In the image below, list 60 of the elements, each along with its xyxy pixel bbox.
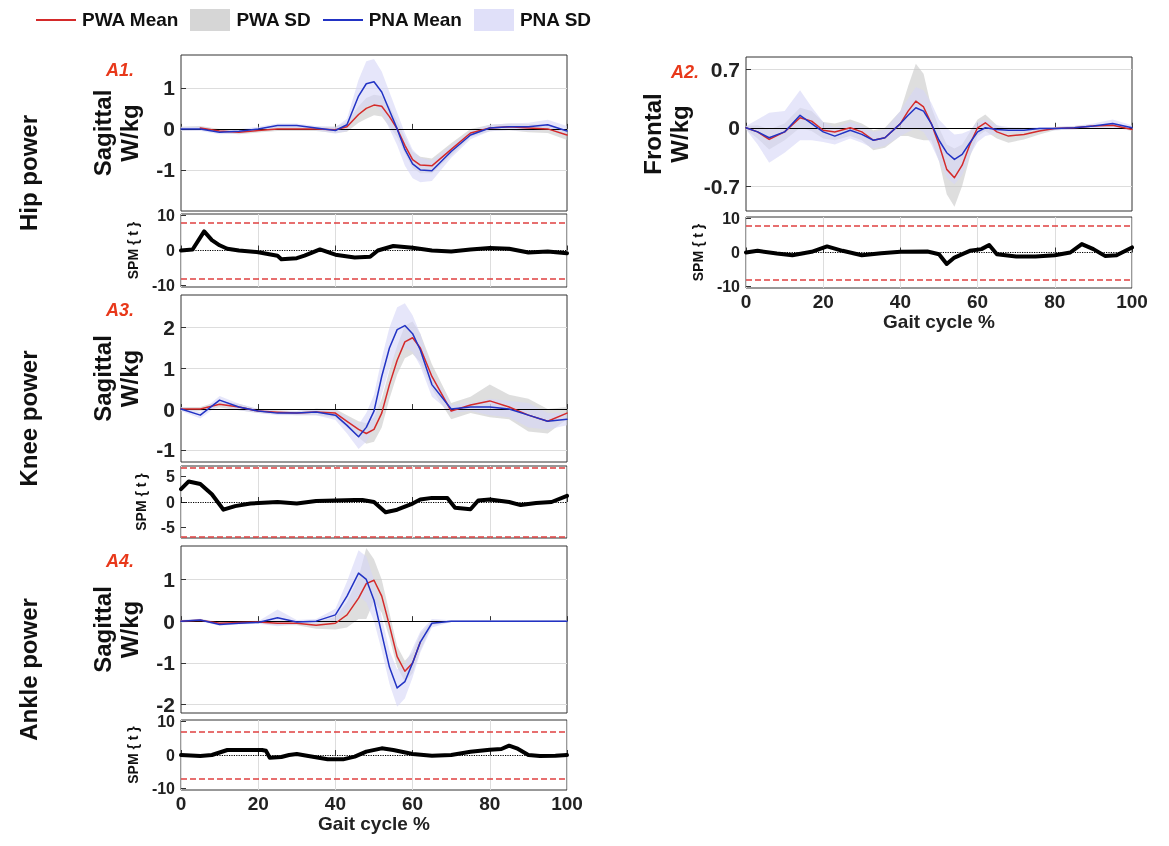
- y-tick-label: -1: [156, 158, 176, 182]
- line-series: [179, 479, 569, 515]
- y-axis-title: SPM { t }: [124, 725, 141, 784]
- y-tick-label: 0: [163, 117, 175, 141]
- y-tick-label: -1: [156, 438, 176, 462]
- line-series: [180, 572, 568, 689]
- y-tick-label: 5: [166, 467, 176, 485]
- y-tick-label: 10: [722, 210, 741, 228]
- y-axis-title: SPM { t }: [133, 472, 149, 531]
- x-tick-label: 80: [479, 793, 501, 814]
- y-axis-title: SPM { t }: [689, 223, 706, 282]
- text: PWA SD: [236, 9, 311, 31]
- x-tick-label: 20: [247, 793, 269, 814]
- x-tick-label: 40: [324, 793, 346, 814]
- y-tick-label: 1: [163, 76, 176, 100]
- x-tick-label: 60: [967, 291, 989, 312]
- text: Knee power: [14, 350, 42, 487]
- x-tick-label: 100: [1116, 291, 1148, 312]
- x-tick-label: 20: [812, 291, 834, 312]
- text: PNA SD: [519, 9, 592, 31]
- line-series: [745, 107, 1133, 161]
- y-tick-label: 1: [163, 567, 176, 591]
- y-tick-label: 1: [163, 356, 176, 380]
- y-tick-label: 0: [166, 242, 176, 259]
- legend-label: PWA Mean: [82, 9, 179, 31]
- y-tick-label: 2: [163, 316, 175, 340]
- y-tick-label: 0: [166, 493, 176, 511]
- y-axis-title: SPM { t }: [124, 221, 141, 280]
- y-tick-label: 0: [731, 244, 741, 261]
- x-axis-title: Gait cycle %: [318, 812, 431, 834]
- y-axis-title: Frontal W/kg: [638, 93, 693, 175]
- y-tick-label: 0: [728, 116, 740, 140]
- x-tick-label: 40: [889, 291, 911, 312]
- text: A3.: [105, 300, 135, 320]
- y-tick-label: -10: [151, 779, 176, 797]
- y-tick-label: -10: [151, 276, 176, 294]
- text: A2.: [670, 62, 700, 82]
- y-tick-label: -1: [156, 651, 176, 675]
- legend-label: PNA Mean: [368, 9, 462, 31]
- y-tick-label: 0: [166, 746, 176, 764]
- text: A1.: [105, 60, 135, 80]
- x-tick-label: 80: [1044, 291, 1066, 312]
- y-tick-label: 10: [157, 713, 176, 731]
- y-axis-title: Sagittal W/kg: [89, 89, 143, 177]
- y-tick-label: -0.7: [703, 174, 740, 198]
- line-series: [180, 80, 568, 172]
- y-tick-label: -5: [160, 519, 176, 537]
- text: A4.: [105, 551, 135, 571]
- y-axis-title: Sagittal W/kg: [89, 586, 143, 673]
- x-tick-label: 60: [402, 793, 424, 814]
- y-tick-label: 0: [163, 609, 175, 633]
- y-axis-title: Sagittal W/kg: [89, 335, 143, 422]
- y-tick-label: 0: [163, 397, 175, 421]
- y-tick-label: 0.7: [710, 57, 740, 81]
- x-axis-title: Gait cycle %: [883, 310, 996, 332]
- y-tick-label: -10: [716, 277, 741, 295]
- y-tick-label: 10: [157, 207, 176, 225]
- text: Ankle power: [14, 598, 42, 741]
- text: Hip power: [14, 114, 42, 232]
- x-tick-label: 100: [551, 793, 583, 814]
